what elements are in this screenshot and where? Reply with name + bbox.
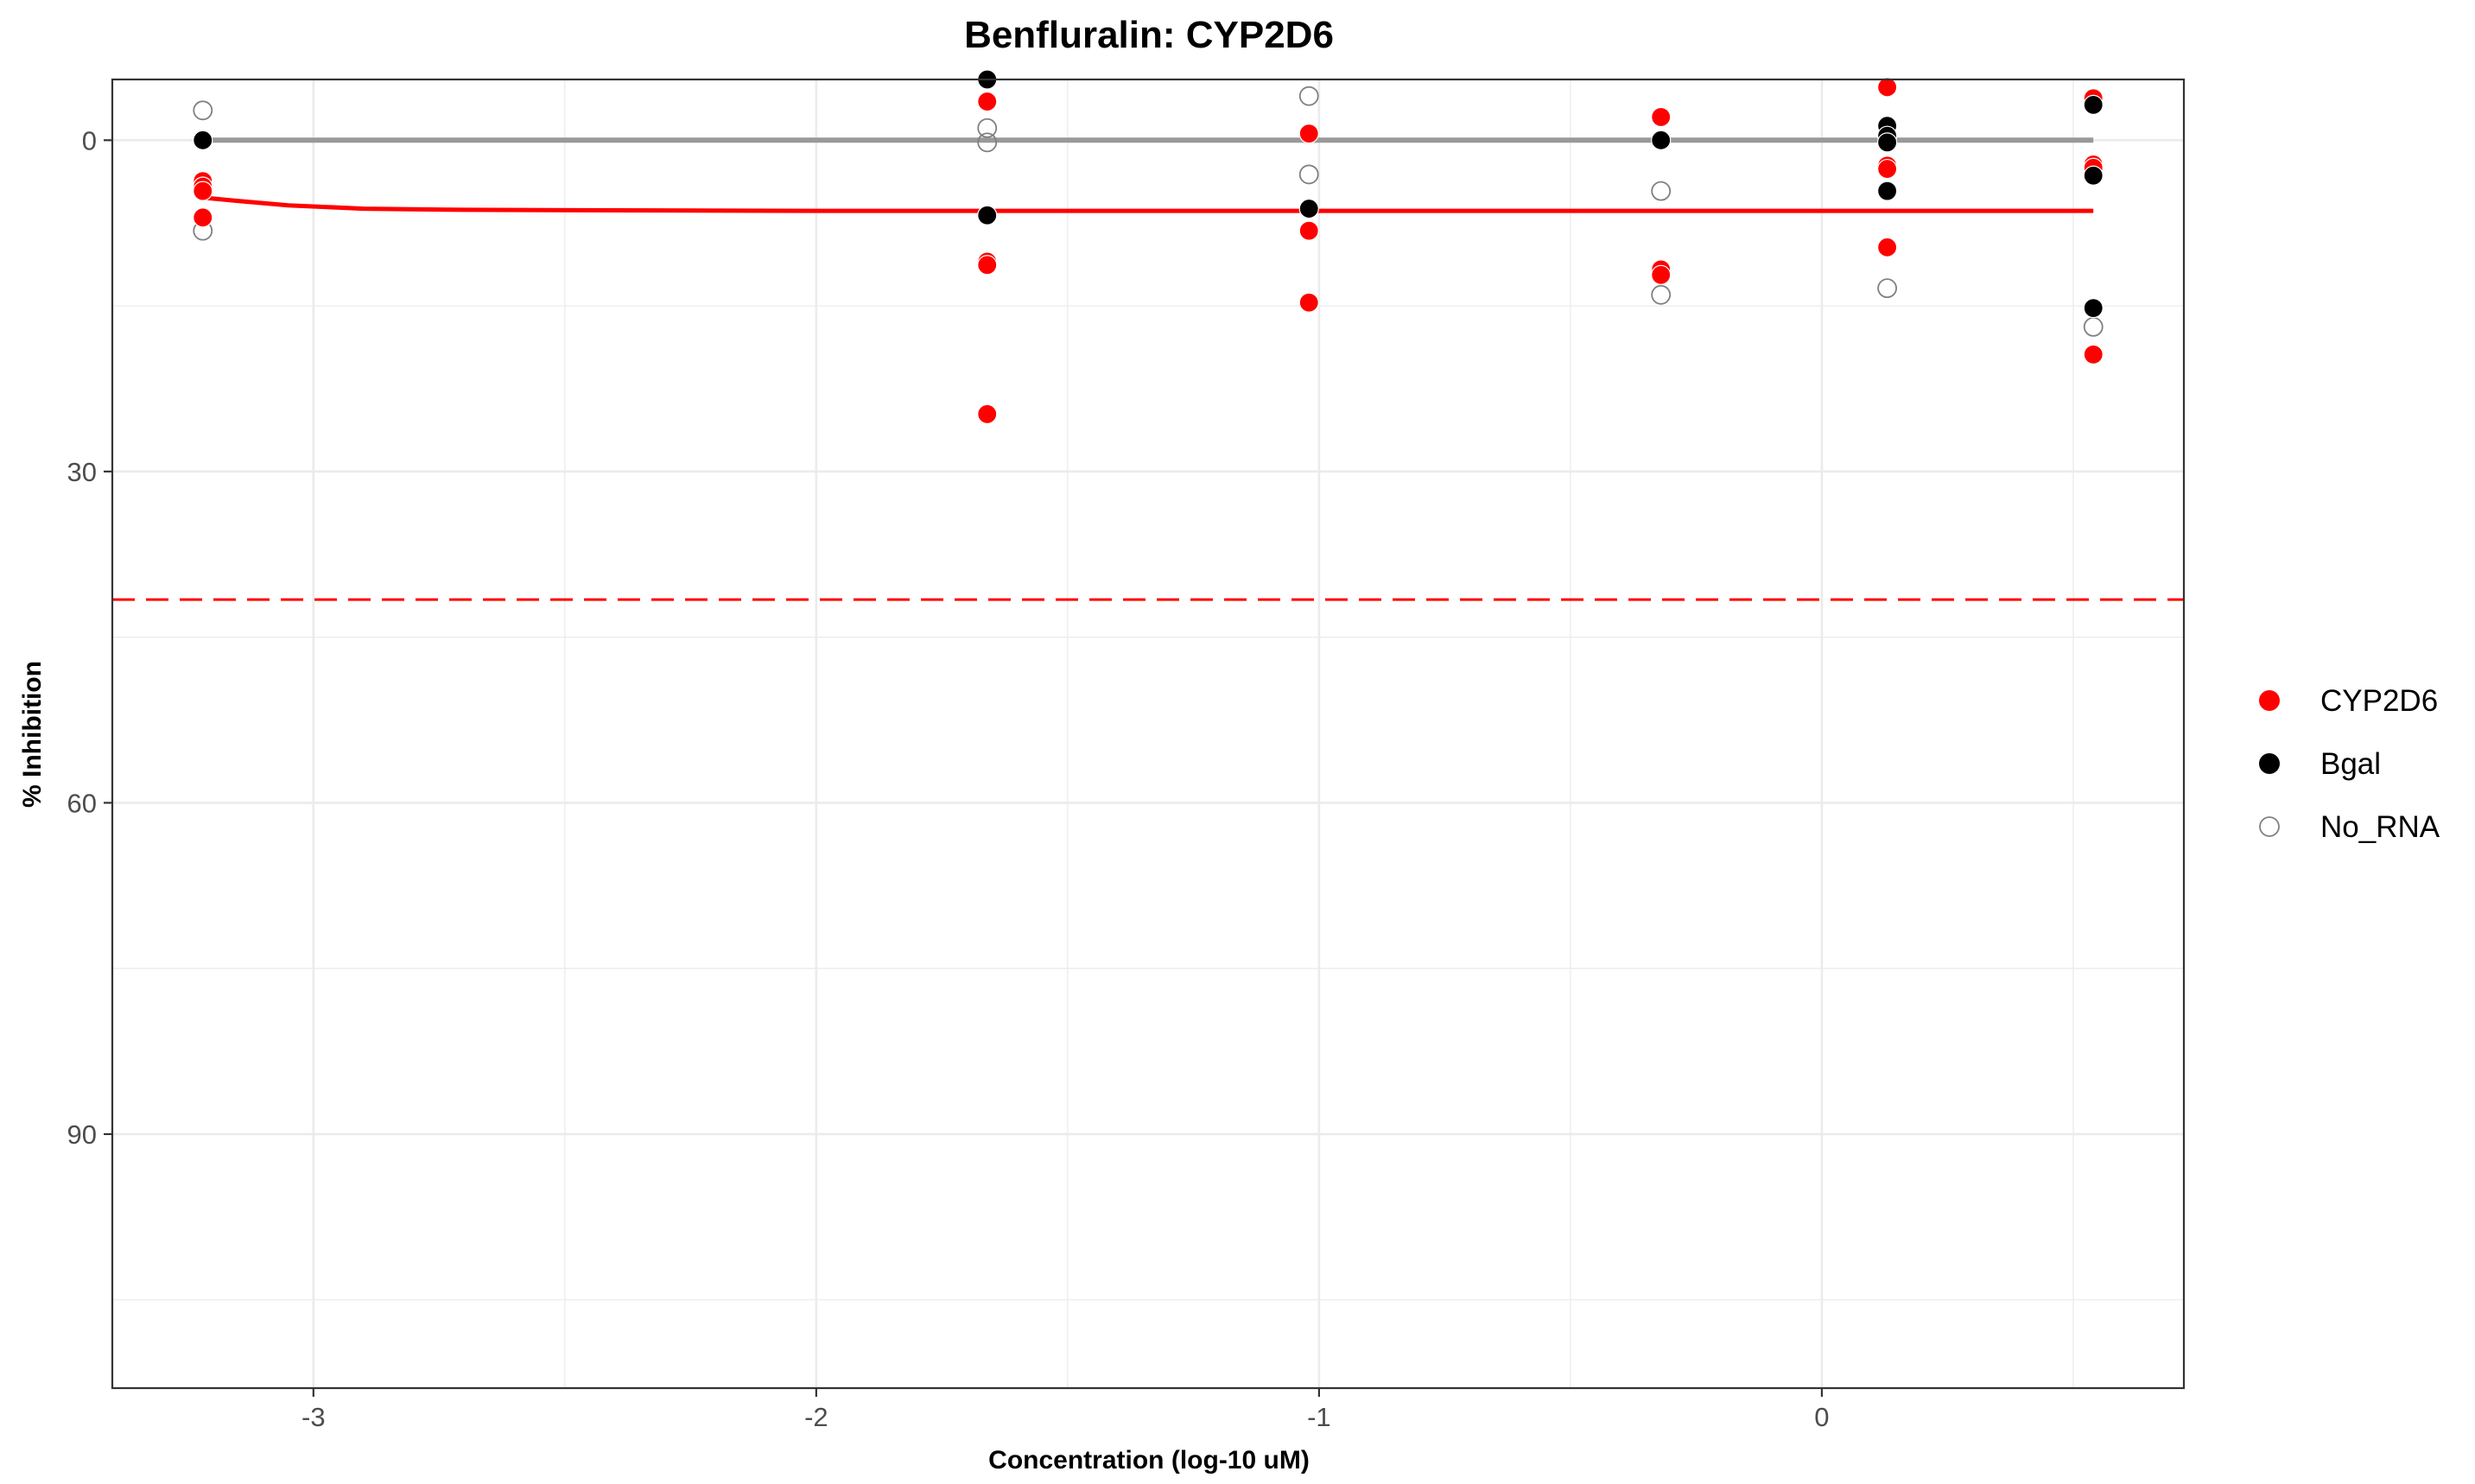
bgal-point (1876, 132, 1898, 153)
chart-title: Benfluralin: CYP2D6 (964, 14, 1334, 56)
bgal-point (977, 205, 998, 225)
no-rna-point (1298, 86, 1319, 106)
legend-key-bgal (2259, 753, 2280, 774)
cyp2d6-point (1651, 264, 1672, 285)
bgal-point (1298, 198, 1319, 219)
legend-key-no-rna (2259, 816, 2280, 837)
legend-label-cyp2d6: CYP2D6 (2320, 684, 2438, 718)
no-rna-point (1877, 278, 1897, 299)
cyp2d6-point (977, 91, 998, 112)
cyp2d6-point (2083, 344, 2104, 365)
fit-lines (202, 137, 2094, 213)
x-axis-title: Concentration (log-10 uM) (988, 1446, 1310, 1474)
plot-panel (112, 79, 2184, 1388)
cyp2d6-point (193, 207, 213, 228)
bgal-point (193, 130, 213, 150)
bgal-point (2083, 165, 2104, 186)
cyp2d6-point (1298, 124, 1319, 144)
bgal-point (1876, 181, 1898, 201)
cyp2d6-point (977, 255, 998, 276)
y-tick-label: 30 (67, 457, 97, 487)
cyp2d6-point (1876, 77, 1898, 98)
cyp2d6-point (1876, 237, 1898, 257)
cyp2d6-point (1298, 220, 1319, 241)
cyp2d6-point (1651, 106, 1672, 128)
x-tick-label: -2 (804, 1402, 828, 1432)
y-tick-label: 90 (67, 1119, 97, 1150)
plot-panel-border (111, 78, 2186, 1390)
cyp2d6-point (193, 181, 213, 201)
bgal-point (2083, 94, 2104, 116)
grid-minor (112, 79, 2184, 1388)
x-tick-label: -3 (301, 1402, 326, 1432)
legend: CYP2D6 Bgal No_RNA (2259, 684, 2440, 844)
no-rna-point (193, 100, 213, 121)
no-rna-point (1298, 164, 1319, 185)
legend-label-bgal: Bgal (2320, 747, 2381, 781)
x-tick-label: 0 (1814, 1402, 1829, 1432)
no-rna-point (1651, 284, 1672, 305)
bgal-point (2083, 298, 2104, 319)
x-tick-label: -1 (1307, 1402, 1331, 1432)
cyp2d6-point (1876, 158, 1898, 180)
x-axis: -3 -2 -1 0 (301, 1388, 1830, 1432)
cyp2d6-point (977, 403, 998, 424)
no-rna-point (977, 132, 998, 153)
y-axis: 0 30 60 90 (67, 125, 112, 1150)
y-tick-label: 60 (67, 788, 97, 818)
no-rna-point (977, 117, 998, 138)
data-points (193, 69, 2104, 424)
y-tick-label: 0 (82, 125, 97, 155)
grid-major (112, 79, 2184, 1388)
y-axis-title: % Inhibition (18, 661, 47, 808)
bgal-point (1651, 130, 1672, 150)
legend-label-no-rna: No_RNA (2320, 810, 2440, 844)
no-rna-point (1651, 181, 1672, 201)
cyp2d6-fit-line (202, 195, 2094, 213)
legend-key-cyp2d6 (2259, 690, 2280, 711)
cyp2d6-point (1298, 292, 1319, 313)
